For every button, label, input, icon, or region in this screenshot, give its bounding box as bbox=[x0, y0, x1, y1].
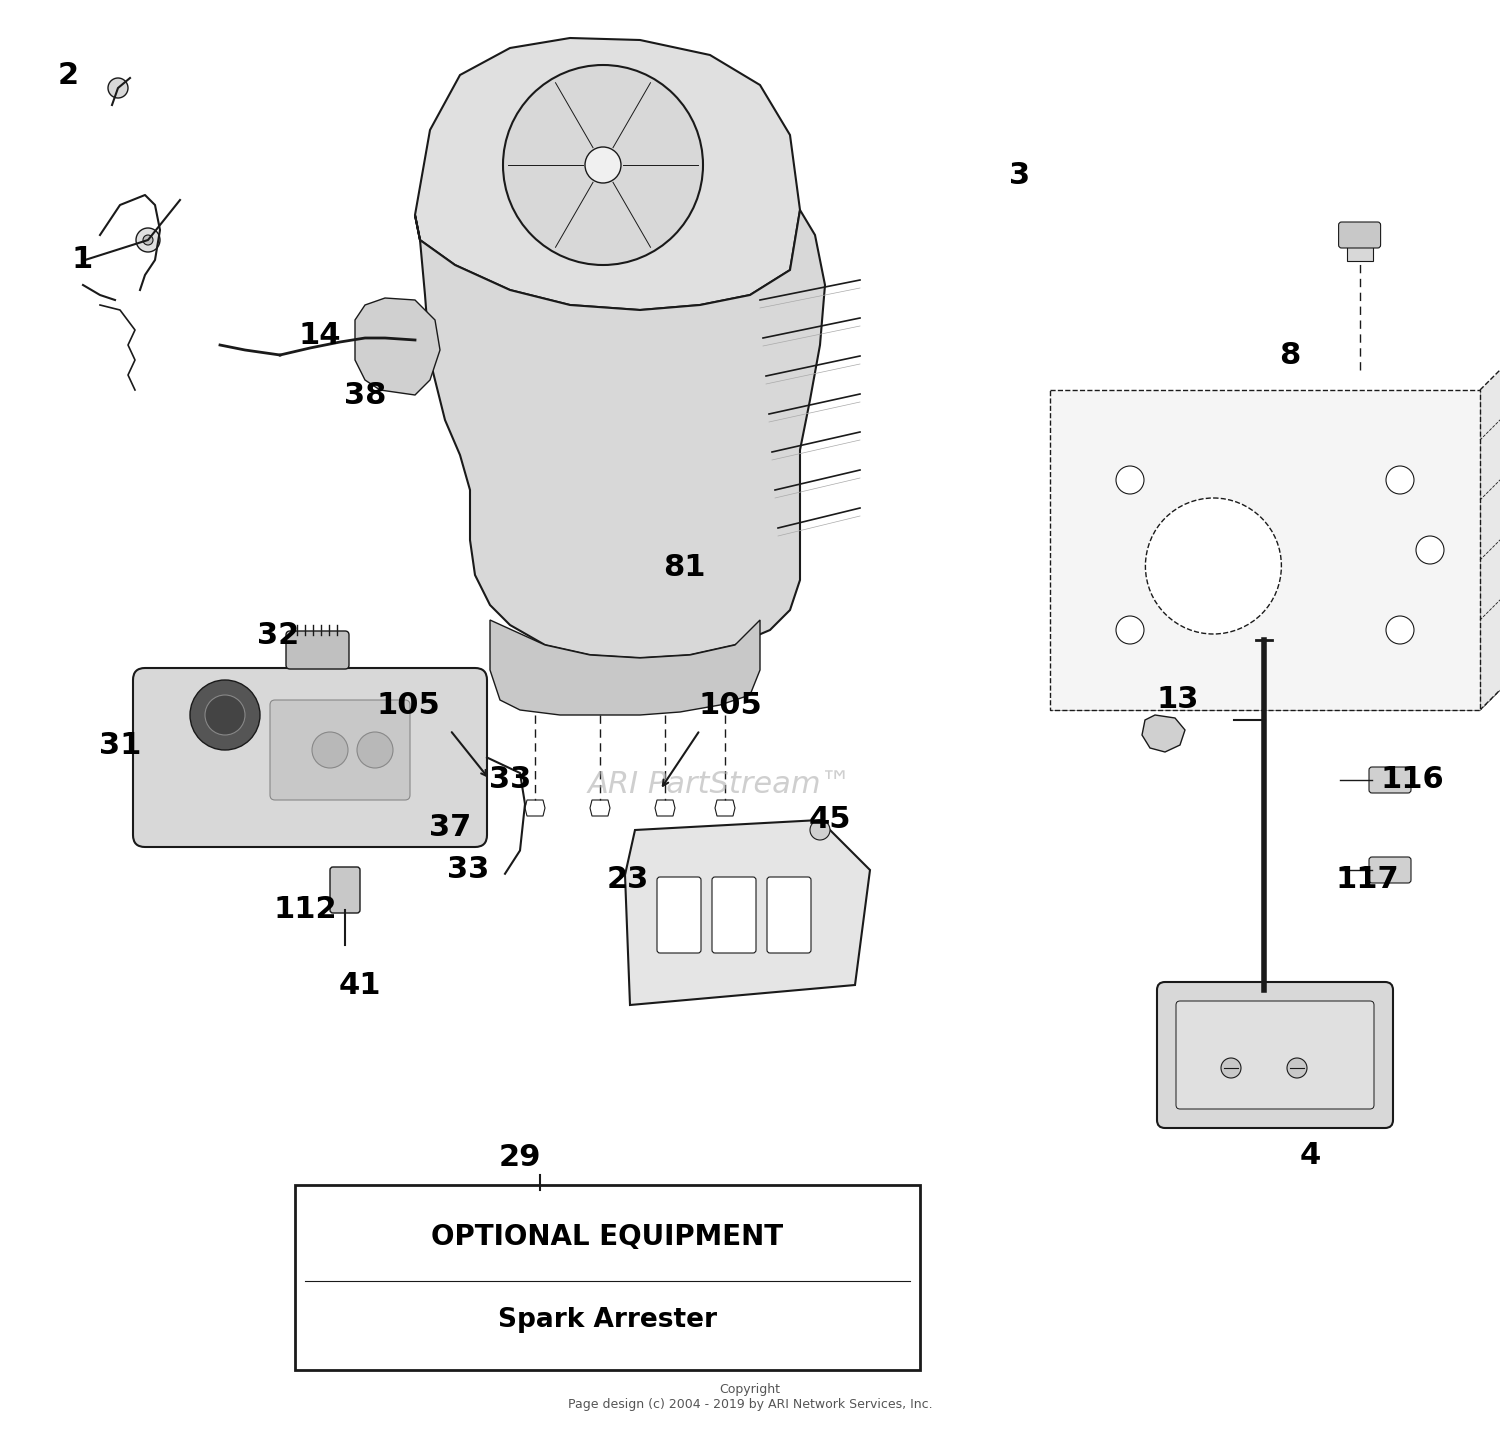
FancyBboxPatch shape bbox=[1347, 244, 1372, 261]
Text: 116: 116 bbox=[1380, 765, 1444, 794]
FancyBboxPatch shape bbox=[134, 668, 488, 847]
Text: Spark Arrester: Spark Arrester bbox=[498, 1307, 717, 1333]
FancyBboxPatch shape bbox=[766, 877, 812, 953]
FancyBboxPatch shape bbox=[296, 1185, 920, 1371]
Polygon shape bbox=[1480, 335, 1500, 710]
Polygon shape bbox=[1142, 714, 1185, 752]
Circle shape bbox=[1416, 536, 1444, 563]
Circle shape bbox=[142, 235, 153, 245]
Text: ARI PartStream™: ARI PartStream™ bbox=[588, 770, 852, 799]
Circle shape bbox=[585, 147, 621, 183]
Text: 4: 4 bbox=[1299, 1140, 1320, 1169]
FancyBboxPatch shape bbox=[1370, 857, 1411, 883]
Circle shape bbox=[190, 680, 260, 751]
Text: Copyright
Page design (c) 2004 - 2019 by ARI Network Services, Inc.: Copyright Page design (c) 2004 - 2019 by… bbox=[567, 1382, 933, 1411]
Polygon shape bbox=[416, 211, 825, 658]
Text: 81: 81 bbox=[663, 553, 705, 582]
Text: 117: 117 bbox=[1335, 865, 1400, 894]
Text: 2: 2 bbox=[57, 61, 78, 90]
Text: 105: 105 bbox=[698, 691, 762, 720]
Polygon shape bbox=[716, 800, 735, 816]
Circle shape bbox=[1146, 498, 1281, 635]
Text: 32: 32 bbox=[256, 620, 298, 649]
Circle shape bbox=[206, 696, 245, 735]
FancyBboxPatch shape bbox=[1176, 1000, 1374, 1109]
Text: 38: 38 bbox=[344, 380, 386, 409]
FancyBboxPatch shape bbox=[270, 700, 410, 800]
Circle shape bbox=[1386, 616, 1414, 645]
Polygon shape bbox=[1050, 655, 1500, 710]
Text: 3: 3 bbox=[1010, 161, 1031, 190]
FancyBboxPatch shape bbox=[657, 877, 700, 953]
Polygon shape bbox=[590, 800, 610, 816]
FancyBboxPatch shape bbox=[1050, 391, 1480, 710]
Polygon shape bbox=[356, 298, 440, 395]
Polygon shape bbox=[490, 620, 760, 714]
Text: 23: 23 bbox=[608, 865, 650, 894]
Circle shape bbox=[1116, 466, 1144, 494]
Text: 14: 14 bbox=[298, 321, 340, 350]
Text: 13: 13 bbox=[1156, 685, 1198, 714]
Circle shape bbox=[1287, 1059, 1306, 1077]
Circle shape bbox=[1116, 616, 1144, 645]
FancyBboxPatch shape bbox=[286, 632, 350, 669]
FancyBboxPatch shape bbox=[330, 867, 360, 913]
Polygon shape bbox=[656, 800, 675, 816]
Text: 1: 1 bbox=[72, 245, 93, 274]
Text: 105: 105 bbox=[376, 691, 440, 720]
FancyBboxPatch shape bbox=[1338, 222, 1380, 248]
Text: OPTIONAL EQUIPMENT: OPTIONAL EQUIPMENT bbox=[432, 1223, 783, 1250]
Text: 33: 33 bbox=[489, 765, 531, 794]
Circle shape bbox=[810, 820, 830, 841]
Circle shape bbox=[503, 65, 704, 266]
Polygon shape bbox=[525, 800, 544, 816]
FancyBboxPatch shape bbox=[1370, 767, 1411, 793]
Polygon shape bbox=[626, 820, 870, 1005]
Text: 29: 29 bbox=[498, 1144, 542, 1173]
Text: 112: 112 bbox=[273, 896, 338, 925]
Polygon shape bbox=[416, 38, 800, 309]
Circle shape bbox=[312, 732, 348, 768]
Text: 37: 37 bbox=[429, 813, 471, 842]
Text: 45: 45 bbox=[808, 806, 852, 835]
Text: 8: 8 bbox=[1280, 341, 1300, 369]
Circle shape bbox=[357, 732, 393, 768]
Circle shape bbox=[108, 78, 128, 97]
Circle shape bbox=[1221, 1059, 1240, 1077]
Text: 33: 33 bbox=[447, 855, 489, 884]
FancyBboxPatch shape bbox=[712, 877, 756, 953]
Text: 31: 31 bbox=[99, 730, 141, 759]
Circle shape bbox=[1386, 466, 1414, 494]
Circle shape bbox=[136, 228, 160, 253]
FancyBboxPatch shape bbox=[1156, 982, 1394, 1128]
Text: 41: 41 bbox=[339, 970, 381, 999]
